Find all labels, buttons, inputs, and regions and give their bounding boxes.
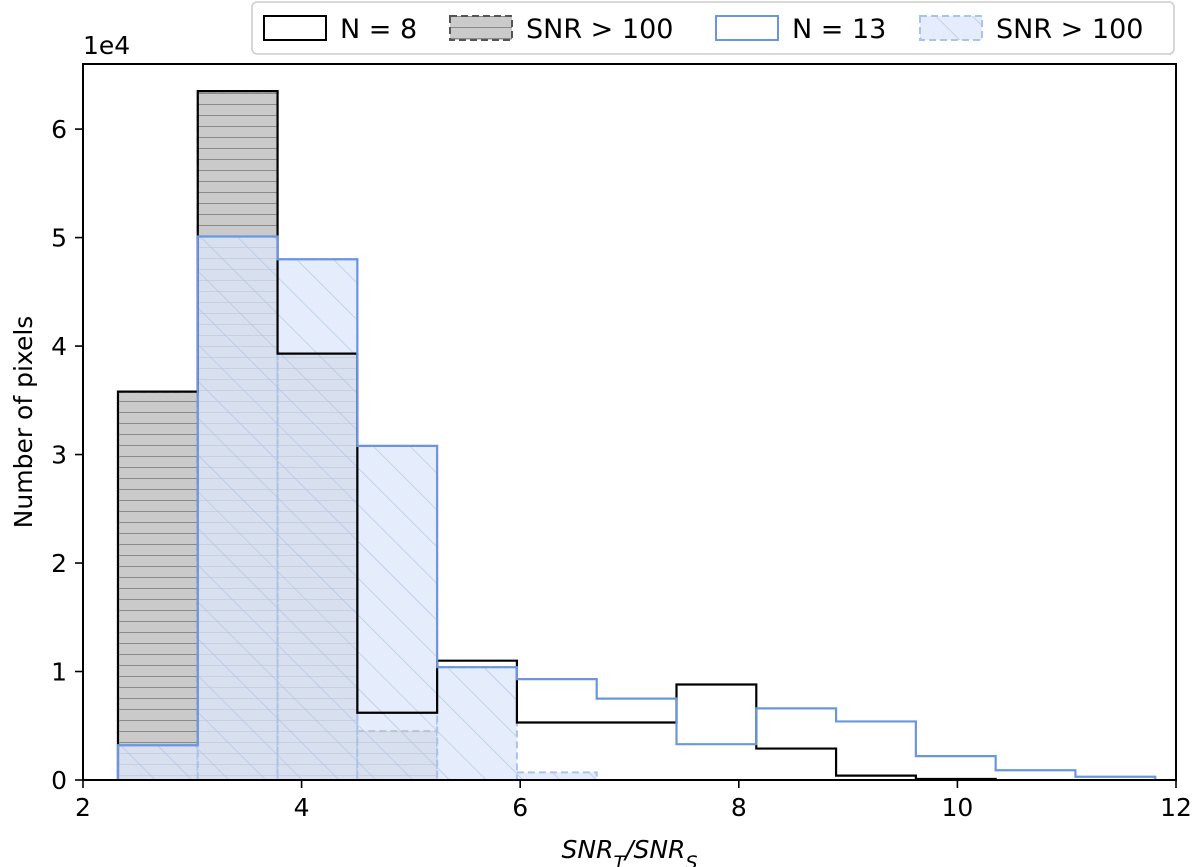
y-axis-ticks: 0 1 2 3 4 5 6 (51, 115, 83, 795)
step-outline-0 (116, 90, 997, 781)
x-tick-label: 6 (512, 793, 528, 822)
x-tick-label: 4 (294, 793, 310, 822)
y-tick-label: 4 (51, 332, 67, 361)
histogram-outlines (116, 90, 1157, 781)
bar-3-0 (116, 744, 199, 782)
legend-swatch (715, 15, 779, 41)
bar-3-2 (276, 258, 359, 782)
bar-3-1 (196, 235, 279, 781)
x-tick-label: 2 (75, 793, 91, 822)
axes-frame (82, 63, 1177, 781)
legend-label: SNR > 100 (996, 14, 1143, 45)
legend: N = 8 SNR > 100 N = 13 SNR > 100 (251, 1, 1175, 55)
legend-item: N = 13 (715, 14, 886, 45)
y-tick-label: 1 (51, 658, 67, 687)
x-tick-label: 8 (731, 793, 747, 822)
x-axis-ticks: 2 4 6 8 10 12 (75, 780, 1192, 822)
legend-label: N = 8 (340, 14, 417, 45)
step-outline-2 (116, 235, 1157, 780)
y-tick-label: 0 (51, 766, 67, 795)
bar-3-5 (515, 771, 598, 782)
legend-label: SNR > 100 (526, 14, 673, 45)
y-tick-label: 5 (51, 224, 67, 253)
x-axis-label: SNRT/SNRS (562, 835, 698, 867)
bar-1-0 (116, 390, 199, 781)
legend-item: SNR > 100 (449, 14, 673, 45)
legend-swatch (263, 15, 327, 41)
histogram-bars (116, 90, 598, 782)
y-tick-label: 2 (51, 549, 67, 578)
legend-item: SNR > 100 (919, 14, 1143, 45)
y-axis-label: Number of pixels (9, 316, 38, 529)
x-tick-label: 10 (941, 793, 973, 822)
legend-item: N = 8 (263, 14, 417, 45)
y-offset-text: 1e4 (83, 31, 130, 60)
bar-3-4 (436, 666, 518, 782)
legend-label: N = 13 (792, 14, 886, 45)
y-tick-label: 3 (51, 441, 67, 470)
x-tick-label: 12 (1160, 793, 1192, 822)
y-tick-label: 6 (51, 115, 67, 144)
bar-3-3 (356, 444, 439, 781)
